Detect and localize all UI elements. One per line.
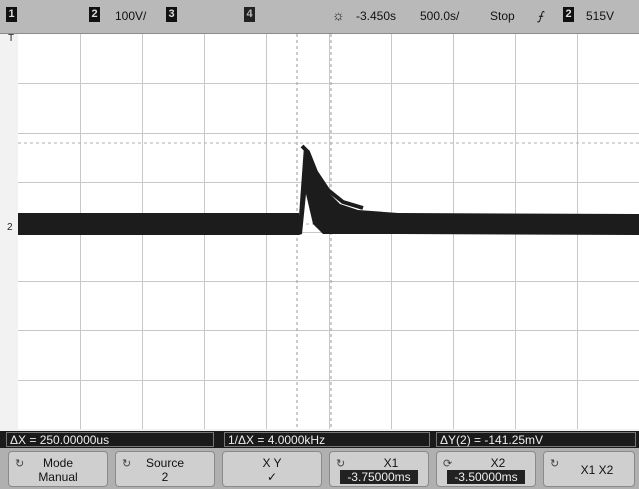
waveform-screen[interactable]	[18, 34, 639, 429]
dual-knob-icon: ⟳	[443, 458, 453, 470]
channel-2-indicator[interactable]: 2	[89, 7, 100, 22]
x1-cursor-softkey[interactable]: ↻ X1 -3.75000ms	[329, 451, 429, 487]
measurement-readout: ΔX = 250.00000us 1/ΔX = 4.0000kHz ΔY(2) …	[0, 431, 639, 448]
channel-1-indicator[interactable]: 1	[6, 7, 17, 22]
x2-cursor-softkey[interactable]: ⟳ X2 -3.50000ms	[436, 451, 536, 487]
channel-2-scale[interactable]: 100V/	[115, 9, 147, 23]
inverse-delta-x-readout: 1/ΔX = 4.0000kHz	[224, 432, 430, 447]
knob-icon: ↻	[15, 458, 25, 470]
status-bar: 1 2 100V/ 3 4 ☼ -3.450s 500.0s/ Stop ⨍ 2…	[0, 0, 639, 34]
knob-icon: ↻	[336, 458, 346, 470]
trigger-edge-icon: ⨍	[537, 9, 544, 23]
check-icon: ✓	[266, 470, 278, 484]
time-offset[interactable]: -3.450s	[356, 9, 397, 23]
delta-x-readout: ΔX = 250.00000us	[6, 432, 214, 447]
knob-icon: ↻	[122, 458, 132, 470]
graticule	[18, 34, 639, 429]
trigger-channel[interactable]: 2	[563, 7, 574, 22]
source-softkey[interactable]: ↻ Source 2	[115, 451, 215, 487]
mode-softkey[interactable]: ↻ Mode Manual	[8, 451, 108, 487]
channel-2-waveform	[18, 144, 639, 235]
softkey-bar: ↻ Mode Manual ↻ Source 2 X Y ✓ ↻ X1 -3.7…	[0, 448, 639, 489]
trigger-level[interactable]: 515V	[586, 9, 615, 23]
timebase[interactable]: 500.0s/	[420, 9, 460, 23]
run-state[interactable]: Stop	[490, 9, 515, 23]
trigger-marker: T	[8, 33, 15, 44]
knob-icon: ↻	[550, 458, 560, 470]
xy-cursor-softkey[interactable]: X Y ✓	[222, 451, 322, 487]
channel-3-indicator[interactable]: 3	[166, 7, 177, 22]
channel-2-ground-marker: 2	[7, 222, 13, 233]
x1-x2-softkey[interactable]: ↻ X1 X2	[543, 451, 635, 487]
delta-y-readout: ΔY(2) = -141.25mV	[436, 432, 636, 447]
channel-4-indicator[interactable]: 4	[244, 7, 255, 22]
sun-icon: ☼	[332, 7, 345, 23]
